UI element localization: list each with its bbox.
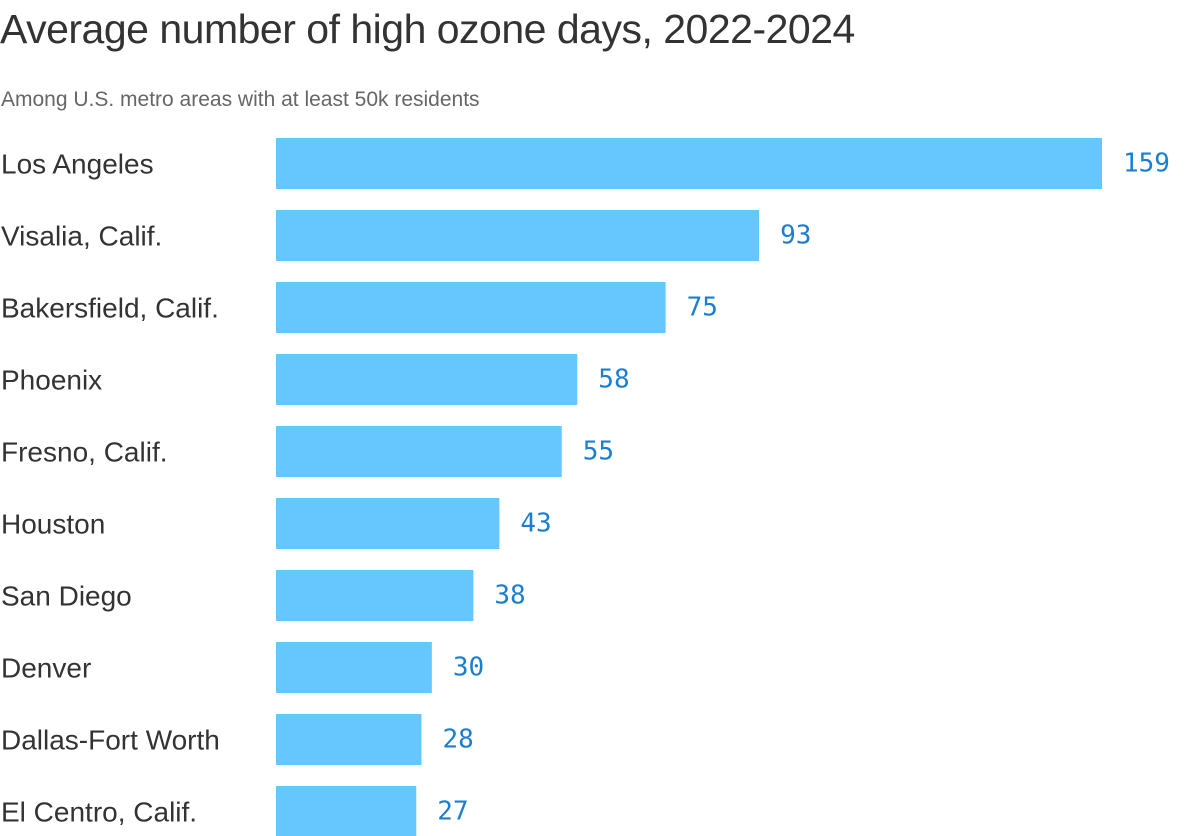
value-label-9: 27 <box>437 797 468 827</box>
chart-subtitle: Among U.S. metro areas with at least 50k… <box>1 88 480 111</box>
value-label-6: 38 <box>494 581 525 611</box>
bar-9 <box>276 786 417 836</box>
value-label-5: 43 <box>520 509 551 539</box>
category-label-6: San Diego <box>1 581 132 612</box>
bar-7 <box>276 642 432 693</box>
value-label-0: 159 <box>1123 149 1170 179</box>
bar-8 <box>276 714 422 765</box>
category-label-5: Houston <box>1 509 105 540</box>
category-label-4: Fresno, Calif. <box>1 437 168 468</box>
category-label-8: Dallas-Fort Worth <box>1 725 220 756</box>
category-label-0: Los Angeles <box>1 149 154 180</box>
value-label-7: 30 <box>453 653 484 683</box>
bar-2 <box>276 282 666 333</box>
value-label-3: 58 <box>598 365 629 395</box>
category-label-7: Denver <box>1 653 91 684</box>
chart-title: Average number of high ozone days, 2022-… <box>0 6 855 52</box>
value-label-2: 75 <box>687 293 718 323</box>
value-label-1: 93 <box>780 221 811 251</box>
bar-1 <box>276 210 760 261</box>
category-label-9: El Centro, Calif. <box>1 797 197 828</box>
bar-6 <box>276 570 474 621</box>
value-label-8: 28 <box>442 725 473 755</box>
category-label-1: Visalia, Calif. <box>1 221 162 252</box>
bar-0 <box>276 138 1102 189</box>
category-label-3: Phoenix <box>1 365 102 396</box>
bar-4 <box>276 426 562 477</box>
value-label-4: 55 <box>583 437 614 467</box>
bar-5 <box>276 498 500 549</box>
category-label-2: Bakersfield, Calif. <box>1 293 219 324</box>
bar-3 <box>276 354 578 405</box>
